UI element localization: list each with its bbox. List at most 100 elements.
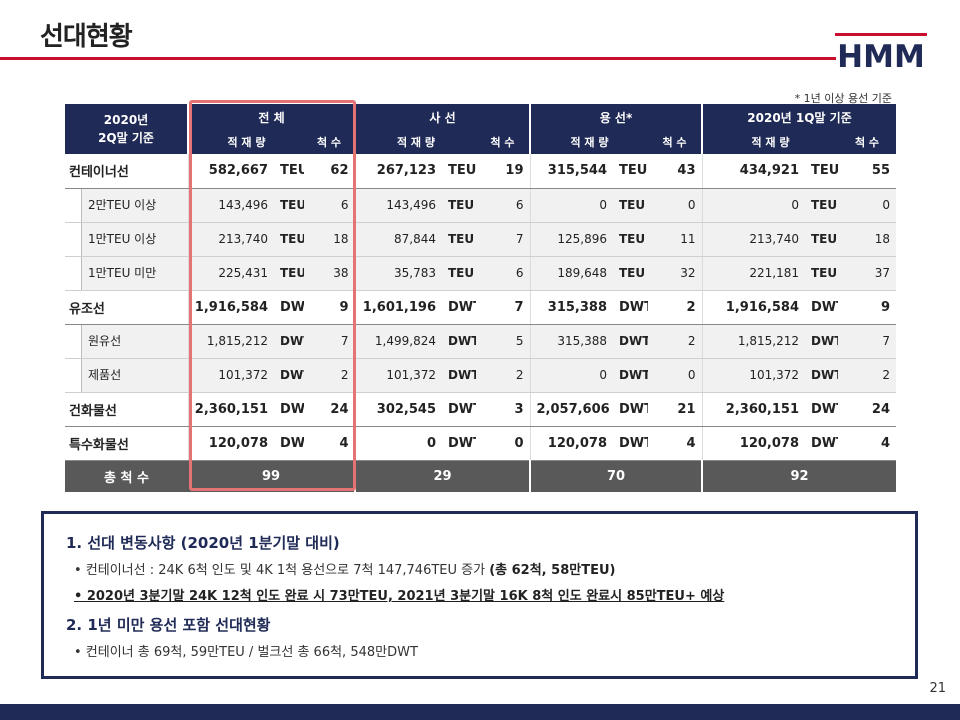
ship-count: 32 (648, 256, 702, 291)
table-row: 유조선1,916,584DWT91,601,196DWT7315,388DWT2… (65, 290, 896, 325)
capacity-unit: DWT (613, 290, 648, 325)
row-label: 특수화물선 (65, 426, 188, 461)
footer-bar (0, 704, 960, 720)
subheader-ships: 척 수 (304, 130, 355, 154)
capacity-unit: DWT (805, 324, 838, 359)
table-row: 2만TEU 이상 143,496 TEU 6 143,496 TEU 6 0 TEU 0 0 TEU 0 (65, 188, 896, 223)
capacity-value: 267,123 (354, 154, 442, 189)
header-baseline: 2020년 2Q말 기준 (65, 104, 188, 154)
fleet-table: 2020년 2Q말 기준 전 체 사 선 용 선* 2020년 1Q말 기준 적… (65, 104, 896, 492)
capacity-value: 35,783 (354, 256, 442, 291)
capacity-value: 1,916,584 (187, 290, 274, 325)
ship-count: 21 (648, 392, 702, 427)
ship-count: 0 (838, 188, 896, 223)
table-row: 특수화물선120,078DWT40DWT0120,078DWT4120,078D… (65, 426, 896, 461)
capacity-value: 101,372 (187, 358, 274, 393)
fleet-table-body: 컨테이너선 582,667 TEU 62 267,123 TEU 19 315,544 TEU 4… (65, 154, 896, 492)
row-label: 1만TEU 미만 (65, 256, 188, 291)
hmm-logo: HMM (835, 33, 927, 71)
ship-count: 4 (304, 426, 355, 461)
capacity-unit: TEU (442, 222, 476, 257)
capacity-value: 87,844 (354, 222, 442, 257)
capacity-unit: DWT (442, 290, 476, 325)
section2-heading: 2. 1년 미만 용선 포함 선대현황 (66, 616, 271, 634)
row-label: 원유선 (65, 324, 188, 359)
row-label: 2만TEU 이상 (65, 188, 188, 223)
capacity-value: 0 (354, 426, 442, 461)
capacity-value: 125,896 (529, 222, 613, 257)
capacity-unit: DWT (805, 426, 838, 461)
ship-count: 19 (476, 154, 530, 189)
ship-count: 43 (648, 154, 702, 189)
total-ship-count: 99 (188, 460, 355, 492)
subheader-capacity: 적 재 량 (529, 130, 648, 154)
capacity-value: 315,388 (529, 290, 613, 325)
section1-bullet-2: • 2020년 3분기말 24K 12척 인도 완료 시 73만TEU, 202… (74, 589, 725, 604)
ship-count: 4 (838, 426, 896, 461)
capacity-unit: TEU (442, 256, 476, 291)
capacity-value: 213,740 (701, 222, 805, 257)
ship-count: 2 (838, 358, 896, 393)
capacity-unit: DWT (613, 358, 648, 393)
capacity-unit: TEU (613, 256, 648, 291)
subheader-ships: 척 수 (838, 130, 896, 154)
header-chartered: 용 선* (529, 104, 702, 130)
table-row: 원유선1,815,212DWT71,499,824DWT5315,388DWT2… (65, 324, 896, 359)
table-row: 1만TEU 이상 213,740 TEU 18 87,844 TEU 7 125,896 TEU… (65, 222, 896, 257)
capacity-unit: DWT (442, 324, 476, 359)
ship-count: 6 (476, 188, 530, 223)
total-label: 총 척 수 (65, 460, 188, 492)
capacity-unit: DWT (274, 392, 304, 427)
table-header-row-1: 2020년 2Q말 기준 전 체 사 선 용 선* 2020년 1Q말 기준 (65, 104, 896, 154)
capacity-unit: DWT (442, 392, 476, 427)
capacity-unit: TEU (613, 154, 648, 189)
capacity-unit: DWT (442, 426, 476, 461)
total-row: 총 척 수 99 29 70 92 (65, 460, 896, 492)
capacity-value: 0 (529, 188, 613, 223)
capacity-value: 434,921 (701, 154, 805, 189)
row-label: 1만TEU 이상 (65, 222, 188, 257)
ship-count: 6 (304, 188, 355, 223)
capacity-unit: DWT (613, 426, 648, 461)
capacity-value: 2,360,151 (187, 392, 274, 427)
capacity-unit: DWT (805, 358, 838, 393)
ship-count: 11 (648, 222, 702, 257)
capacity-unit: DWT (805, 290, 838, 325)
ship-count: 3 (476, 392, 530, 427)
capacity-unit: DWT (805, 392, 838, 427)
capacity-value: 120,078 (701, 426, 805, 461)
capacity-value: 2,360,151 (701, 392, 805, 427)
capacity-value: 0 (701, 188, 805, 223)
capacity-unit: DWT (274, 290, 304, 325)
capacity-unit: TEU (442, 188, 476, 223)
row-label: 제품선 (65, 358, 188, 393)
ship-count: 4 (648, 426, 702, 461)
bullet-text: • 컨테이너선 : 24K 6척 인도 및 4K 1척 용선으로 7척 147,… (74, 563, 490, 578)
table-row: 1만TEU 미만 225,431 TEU 38 35,783 TEU 6 189,648 TEU… (65, 256, 896, 291)
table-row: 건화물선2,360,151DWT24302,545DWT32,057,606DW… (65, 392, 896, 427)
ship-count: 7 (838, 324, 896, 359)
subheader-ships: 척 수 (476, 130, 530, 154)
subheader-ships: 척 수 (648, 130, 702, 154)
capacity-unit: TEU (613, 222, 648, 257)
capacity-value: 302,545 (354, 392, 442, 427)
ship-count: 7 (304, 324, 355, 359)
ship-count: 2 (648, 290, 702, 325)
ship-count: 9 (304, 290, 355, 325)
ship-count: 5 (476, 324, 530, 359)
section1-heading: 1. 선대 변동사항 (2020년 1분기말 대비) (66, 534, 340, 552)
capacity-value: 315,388 (529, 324, 613, 359)
row-label-text: 2만TEU 이상 (81, 188, 188, 221)
capacity-unit: TEU (805, 222, 838, 257)
total-column-highlight (189, 100, 356, 491)
capacity-value: 315,544 (529, 154, 613, 189)
row-label-text: 제품선 (81, 358, 188, 391)
capacity-unit: TEU (274, 154, 304, 189)
table-row: 제품선101,372DWT2101,372DWT20DWT0101,372DWT… (65, 358, 896, 393)
capacity-value: 143,496 (354, 188, 442, 223)
ship-count: 55 (838, 154, 896, 189)
capacity-unit: DWT (613, 392, 648, 427)
header-owned: 사 선 (354, 104, 530, 130)
footnote-chartered: * 1년 이상 용선 기준 (794, 92, 892, 105)
section2-bullet-1: • 컨테이너 총 69척, 59만TEU / 벌크선 총 66척, 548만DW… (74, 645, 418, 660)
